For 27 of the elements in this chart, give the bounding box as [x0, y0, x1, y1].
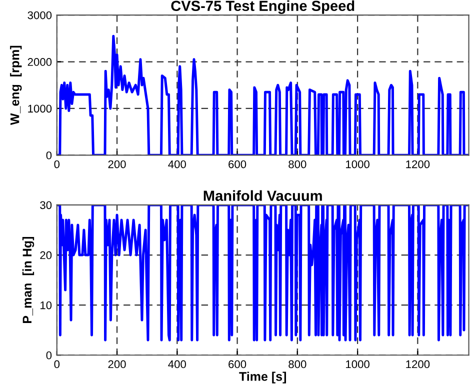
x-tick-label: 200 — [108, 160, 126, 168]
y-tick-label: 20 — [40, 251, 52, 260]
x-axis-title: Time [s] — [239, 372, 286, 384]
x-tick-label: 400 — [168, 360, 186, 368]
y-tick-label: 1000 — [28, 104, 52, 113]
x-tick-label: 800 — [288, 160, 306, 168]
x-tick-label: 1200 — [406, 360, 430, 368]
y-tick-label: 3000 — [28, 11, 52, 20]
x-tick-label: 600 — [228, 160, 246, 168]
chart-title: CVS-75 Test Engine Speed — [171, 0, 354, 14]
y-tick-label: 10 — [40, 301, 52, 310]
x-tick-label: 1200 — [406, 160, 430, 168]
y-tick-label: 0 — [46, 151, 52, 160]
x-tick-label: 1000 — [346, 360, 370, 368]
y-tick-label: 0 — [46, 351, 52, 360]
x-tick-label: 800 — [288, 360, 306, 368]
y-axis-title: W_eng [rpm] — [10, 46, 22, 126]
x-tick-label: 0 — [54, 360, 60, 368]
x-tick-label: 1000 — [346, 160, 370, 168]
chart-title: Manifold Vacuum — [204, 190, 322, 201]
x-tick-label: 0 — [54, 160, 60, 168]
x-tick-label: 600 — [228, 360, 246, 368]
x-tick-label: 400 — [168, 160, 186, 168]
x-tick-label: 200 — [108, 360, 126, 368]
y-axis-title: P_man [in Hg] — [22, 236, 34, 323]
y-tick-label: 2000 — [28, 58, 52, 66]
y-tick-label: 30 — [40, 201, 52, 210]
